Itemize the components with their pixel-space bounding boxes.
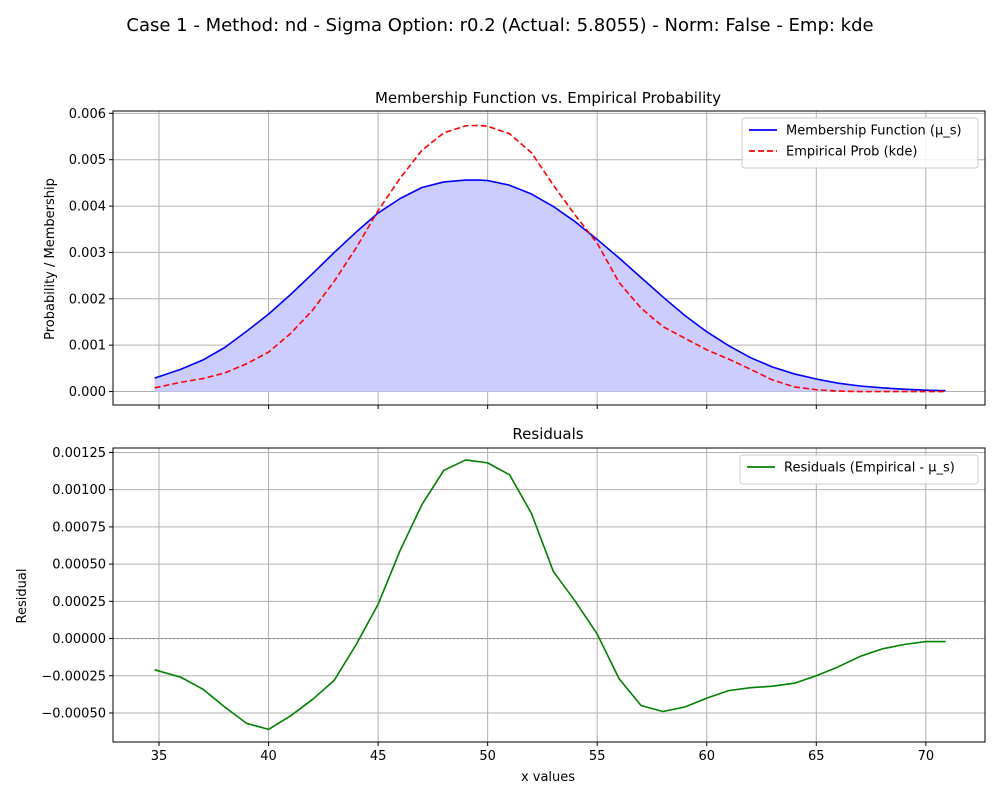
axes-frame <box>112 110 986 406</box>
legend-box <box>741 117 979 169</box>
legend-box <box>739 454 979 485</box>
y-tick-label: 0.00025 <box>52 595 106 610</box>
series-line-1 <box>154 459 946 731</box>
y-tick-label: −0.00025 <box>41 669 106 684</box>
x-tick-label: 35 <box>151 749 168 764</box>
y-tick-label: 0.00125 <box>52 446 106 461</box>
x-tick-label: 45 <box>370 749 387 764</box>
bottom-panel: Residuals Residual x values 35 40 45 50 55 60… <box>15 425 986 785</box>
y-tick-label: 0.003 <box>69 246 106 261</box>
figure-suptitle: Case 1 - Method: nd - Sigma Option: r0.2… <box>126 15 873 36</box>
x-tick-label: 50 <box>479 749 496 764</box>
y-tick-label: 0.00075 <box>52 520 106 535</box>
series-line-2 <box>154 124 946 393</box>
top-panel-ylabel: Probability / Membership <box>43 178 58 340</box>
axes-frame <box>112 447 986 743</box>
legend-label: Residuals (Empirical - μ_s) <box>784 461 955 476</box>
x-tick-label: 40 <box>260 749 277 764</box>
top-panel-title: Membership Function vs. Empirical Probab… <box>375 89 721 107</box>
x-tick-label: 70 <box>918 749 935 764</box>
x-tick-label: 55 <box>589 749 606 764</box>
y-tick-label: 0.004 <box>69 200 106 215</box>
legend-label: Empirical Prob (kde) <box>786 145 918 160</box>
y-tick-label: 0.005 <box>69 153 106 168</box>
bottom-panel-title: Residuals <box>512 425 583 443</box>
legend-label: Membership Function (μ_s) <box>786 124 962 139</box>
y-tick-label: 0.002 <box>69 292 106 307</box>
y-tick-label: 0.000 <box>69 385 106 400</box>
bottom-panel-ylabel: Residual <box>15 569 30 624</box>
series-line-1 <box>154 179 946 392</box>
y-tick-label: −0.00050 <box>41 706 106 721</box>
y-tick-label: 0.00100 <box>52 483 106 498</box>
bottom-panel-xlabel: x values <box>521 770 575 785</box>
y-tick-label: 0.001 <box>69 339 106 354</box>
y-tick-label: 0.006 <box>69 107 106 122</box>
x-tick-label: 60 <box>698 749 715 764</box>
legend: Membership Function (μ_s) Empirical Prob … <box>741 117 979 169</box>
series-fill-area <box>154 180 946 392</box>
top-panel: Membership Function vs. Empirical Probab… <box>43 89 986 409</box>
x-tick-label: 65 <box>808 749 825 764</box>
legend: Residuals (Empirical - μ_s) <box>739 454 979 485</box>
y-tick-label: 0.00050 <box>52 558 106 573</box>
y-tick-label: 0.00000 <box>52 632 106 647</box>
